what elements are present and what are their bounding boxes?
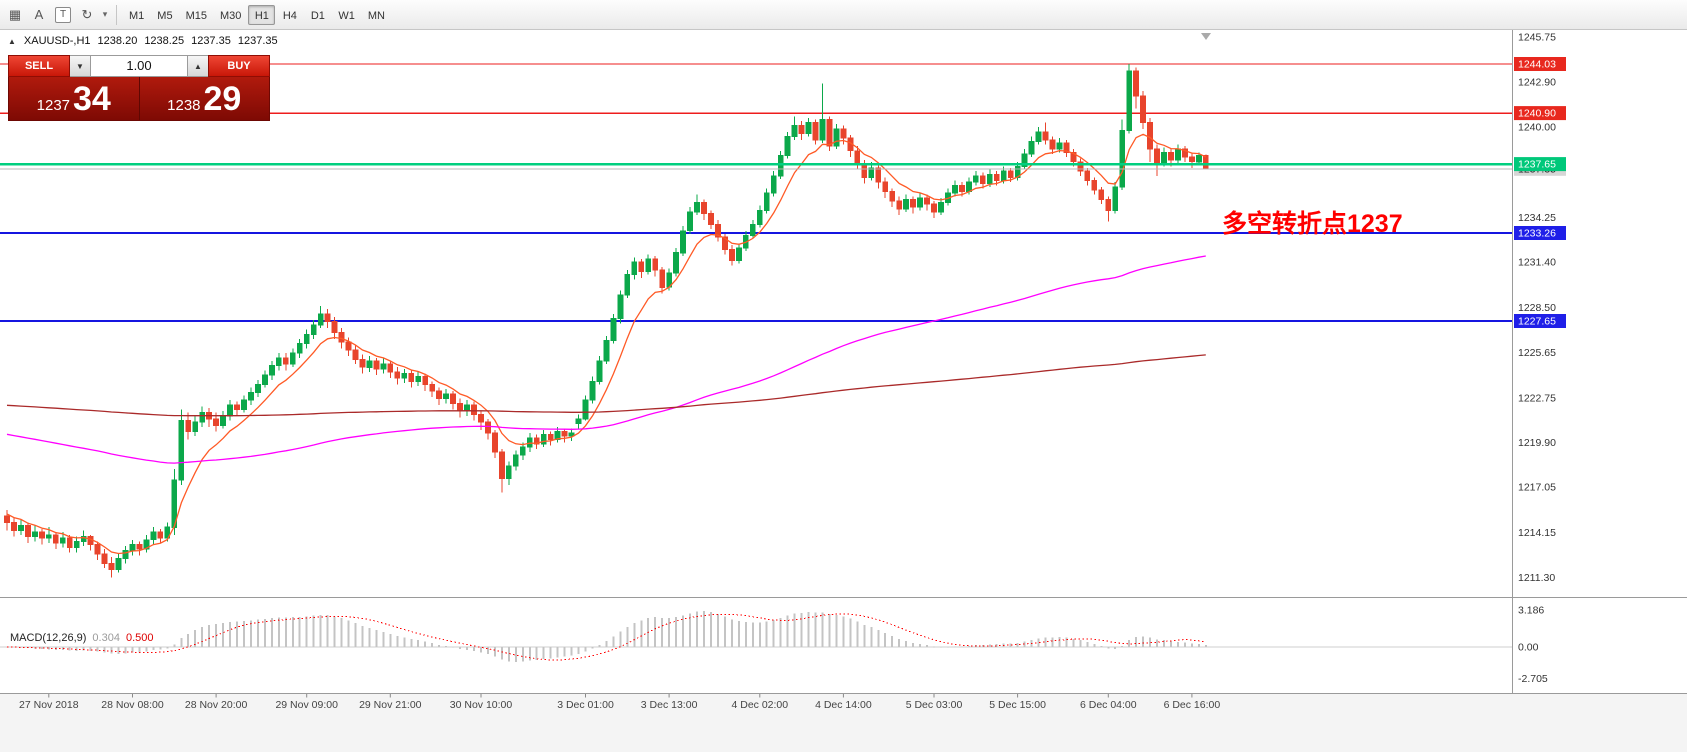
time-tick-label: 6 Dec 16:00	[1164, 699, 1221, 711]
fast-ma	[6, 133, 1207, 555]
grid-icon[interactable]: ▦	[8, 6, 22, 22]
candlestick-series	[4, 64, 1209, 578]
price-tick-label: 1231.40	[1518, 257, 1556, 269]
macd-scale-label: 3.186	[1518, 605, 1544, 617]
macd-indicator	[0, 611, 1512, 662]
tf-button-M5[interactable]: M5	[157, 9, 173, 22]
price-badge	[1514, 106, 1566, 121]
buy-price-main: 1238	[167, 97, 201, 114]
timeframe-buttons: M1 M5 M15 M30 H1 H4 D1 W1 MN	[123, 4, 391, 25]
chart-shift-marker[interactable]	[1201, 33, 1211, 40]
buy-button[interactable]: BUY	[208, 55, 270, 77]
price-badge	[1514, 157, 1566, 172]
buy-price-pips: 29	[203, 80, 242, 118]
tf-button-M1[interactable]: M1	[129, 9, 145, 22]
toolbar-icons: ▦ A T ↻ ▾	[4, 4, 110, 26]
tf-button-W1[interactable]: W1	[338, 9, 355, 22]
time-tick-label: 28 Nov 20:00	[185, 699, 248, 711]
tf-button-M30[interactable]: M30	[219, 9, 242, 22]
price-tick-label: 1222.75	[1518, 392, 1556, 404]
time-tick-label: 6 Dec 04:00	[1080, 699, 1137, 711]
tf-button-M15[interactable]: M15	[185, 9, 207, 22]
tf-button-MN[interactable]: MN	[367, 9, 385, 22]
close-value: 1237.35	[237, 35, 278, 47]
price-tick-label: 1240.00	[1518, 122, 1556, 134]
price-tick-label: 1211.30	[1518, 572, 1555, 584]
time-tick-label: 5 Dec 03:00	[906, 699, 963, 711]
price-tick-label: 1234.25	[1518, 212, 1556, 224]
price-tick-label: 1228.50	[1518, 302, 1556, 314]
macd-scale-label: 0.00	[1518, 642, 1539, 654]
macd-main-value: 0.304	[92, 632, 120, 644]
price-tick-label: 1217.05	[1518, 482, 1556, 494]
price-badge	[1514, 314, 1566, 328]
price-chart[interactable]: 1245.75 1242.90 1240.00 1234.25 1231.40 1228.…	[0, 30, 1687, 752]
svg-text:1227.65: 1227.65	[1518, 316, 1556, 328]
medium-ma	[6, 255, 1206, 464]
toolbar: ▦ A T ↻ ▾ M1 M5 M15 M30 H1 H4 D1 W1 MN	[0, 0, 1687, 30]
chevron-down-icon[interactable]: ▾	[102, 9, 108, 19]
macd-indicator-label: MACD(12,26,9) 0.304 0.500	[10, 632, 153, 644]
macd-signal-value: 0.500	[125, 632, 154, 644]
letter-a-icon[interactable]: A	[34, 7, 44, 22]
sell-price-pips: 34	[73, 80, 111, 118]
slow-ma	[6, 354, 1206, 417]
sell-button[interactable]: SELL	[8, 55, 70, 77]
time-axis-background	[0, 693, 1687, 752]
moving-average-lines	[6, 133, 1207, 555]
tf-button-D1[interactable]: D1	[310, 9, 325, 22]
price-tick-label: 1245.75	[1518, 32, 1556, 44]
high-value: 1238.25	[144, 35, 185, 47]
time-tick-label: 3 Dec 01:00	[557, 699, 614, 711]
price-axis[interactable]: 1245.75 1242.90 1240.00 1234.25 1231.40 1228.…	[1514, 32, 1566, 685]
time-tick-label: 4 Dec 02:00	[731, 699, 788, 711]
open-value: 1238.20	[97, 35, 138, 47]
price-badge	[1514, 226, 1566, 240]
time-tick-label: 28 Nov 08:00	[101, 699, 164, 711]
volume-input[interactable]: 1.00	[90, 55, 188, 77]
tf-button-H4[interactable]: H4	[282, 9, 297, 22]
time-tick-label: 4 Dec 14:00	[815, 699, 872, 711]
toolbar-separator	[116, 4, 117, 25]
sell-price[interactable]: 1237 34	[9, 77, 139, 120]
cycles-icon[interactable]: ↻	[81, 6, 93, 22]
tf-button-H1[interactable]: H1	[248, 4, 276, 25]
time-tick-label: 30 Nov 10:00	[450, 699, 513, 711]
collapse-panel-icon[interactable]: ▲	[8, 36, 16, 46]
svg-text:1233.26: 1233.26	[1518, 228, 1556, 240]
price-tick-label: 1214.15	[1518, 527, 1556, 539]
svg-text:1244.03: 1244.03	[1518, 59, 1556, 71]
volume-decrease-button[interactable]: ▼	[70, 55, 90, 77]
price-tick-label: 1219.90	[1518, 437, 1556, 449]
price-lines	[0, 162, 1512, 170]
macd-scale-label: -2.705	[1518, 673, 1548, 685]
time-tick-label: 29 Nov 21:00	[359, 699, 422, 711]
price-tick-label: 1242.90	[1518, 76, 1556, 88]
chart-annotation[interactable]: 多空转折点1237	[1222, 209, 1403, 238]
one-click-trading-panel: SELL ▼ 1.00 ▲ BUY 1237 34 1238 29	[8, 55, 270, 121]
time-tick-label: 29 Nov 09:00	[275, 699, 338, 711]
volume-increase-button[interactable]: ▲	[188, 55, 208, 77]
time-tick-label: 3 Dec 13:00	[641, 699, 698, 711]
time-axis[interactable]: 27 Nov 2018 28 Nov 08:00 28 Nov 20:00 29 No…	[19, 693, 1221, 712]
price-badge	[1514, 57, 1566, 71]
symbol-period-label: XAUUSD-,H1	[23, 35, 91, 47]
low-value: 1237.35	[191, 35, 231, 47]
svg-text:1240.90: 1240.90	[1518, 108, 1556, 120]
sell-price-main: 1237	[36, 97, 71, 114]
time-tick-label: 27 Nov 2018	[19, 699, 79, 711]
chart-ohlc-header: ▲ XAUUSD-,H1 1238.20 1238.25 1237.35 123…	[8, 34, 278, 48]
buy-price[interactable]: 1238 29	[138, 77, 269, 120]
svg-text:1237.65: 1237.65	[1518, 159, 1556, 171]
price-tick-label: 1225.65	[1518, 347, 1556, 359]
text-box-icon[interactable]: T	[55, 6, 71, 23]
macd-name: MACD(12,26,9)	[10, 632, 87, 644]
time-tick-label: 5 Dec 15:00	[989, 699, 1046, 711]
